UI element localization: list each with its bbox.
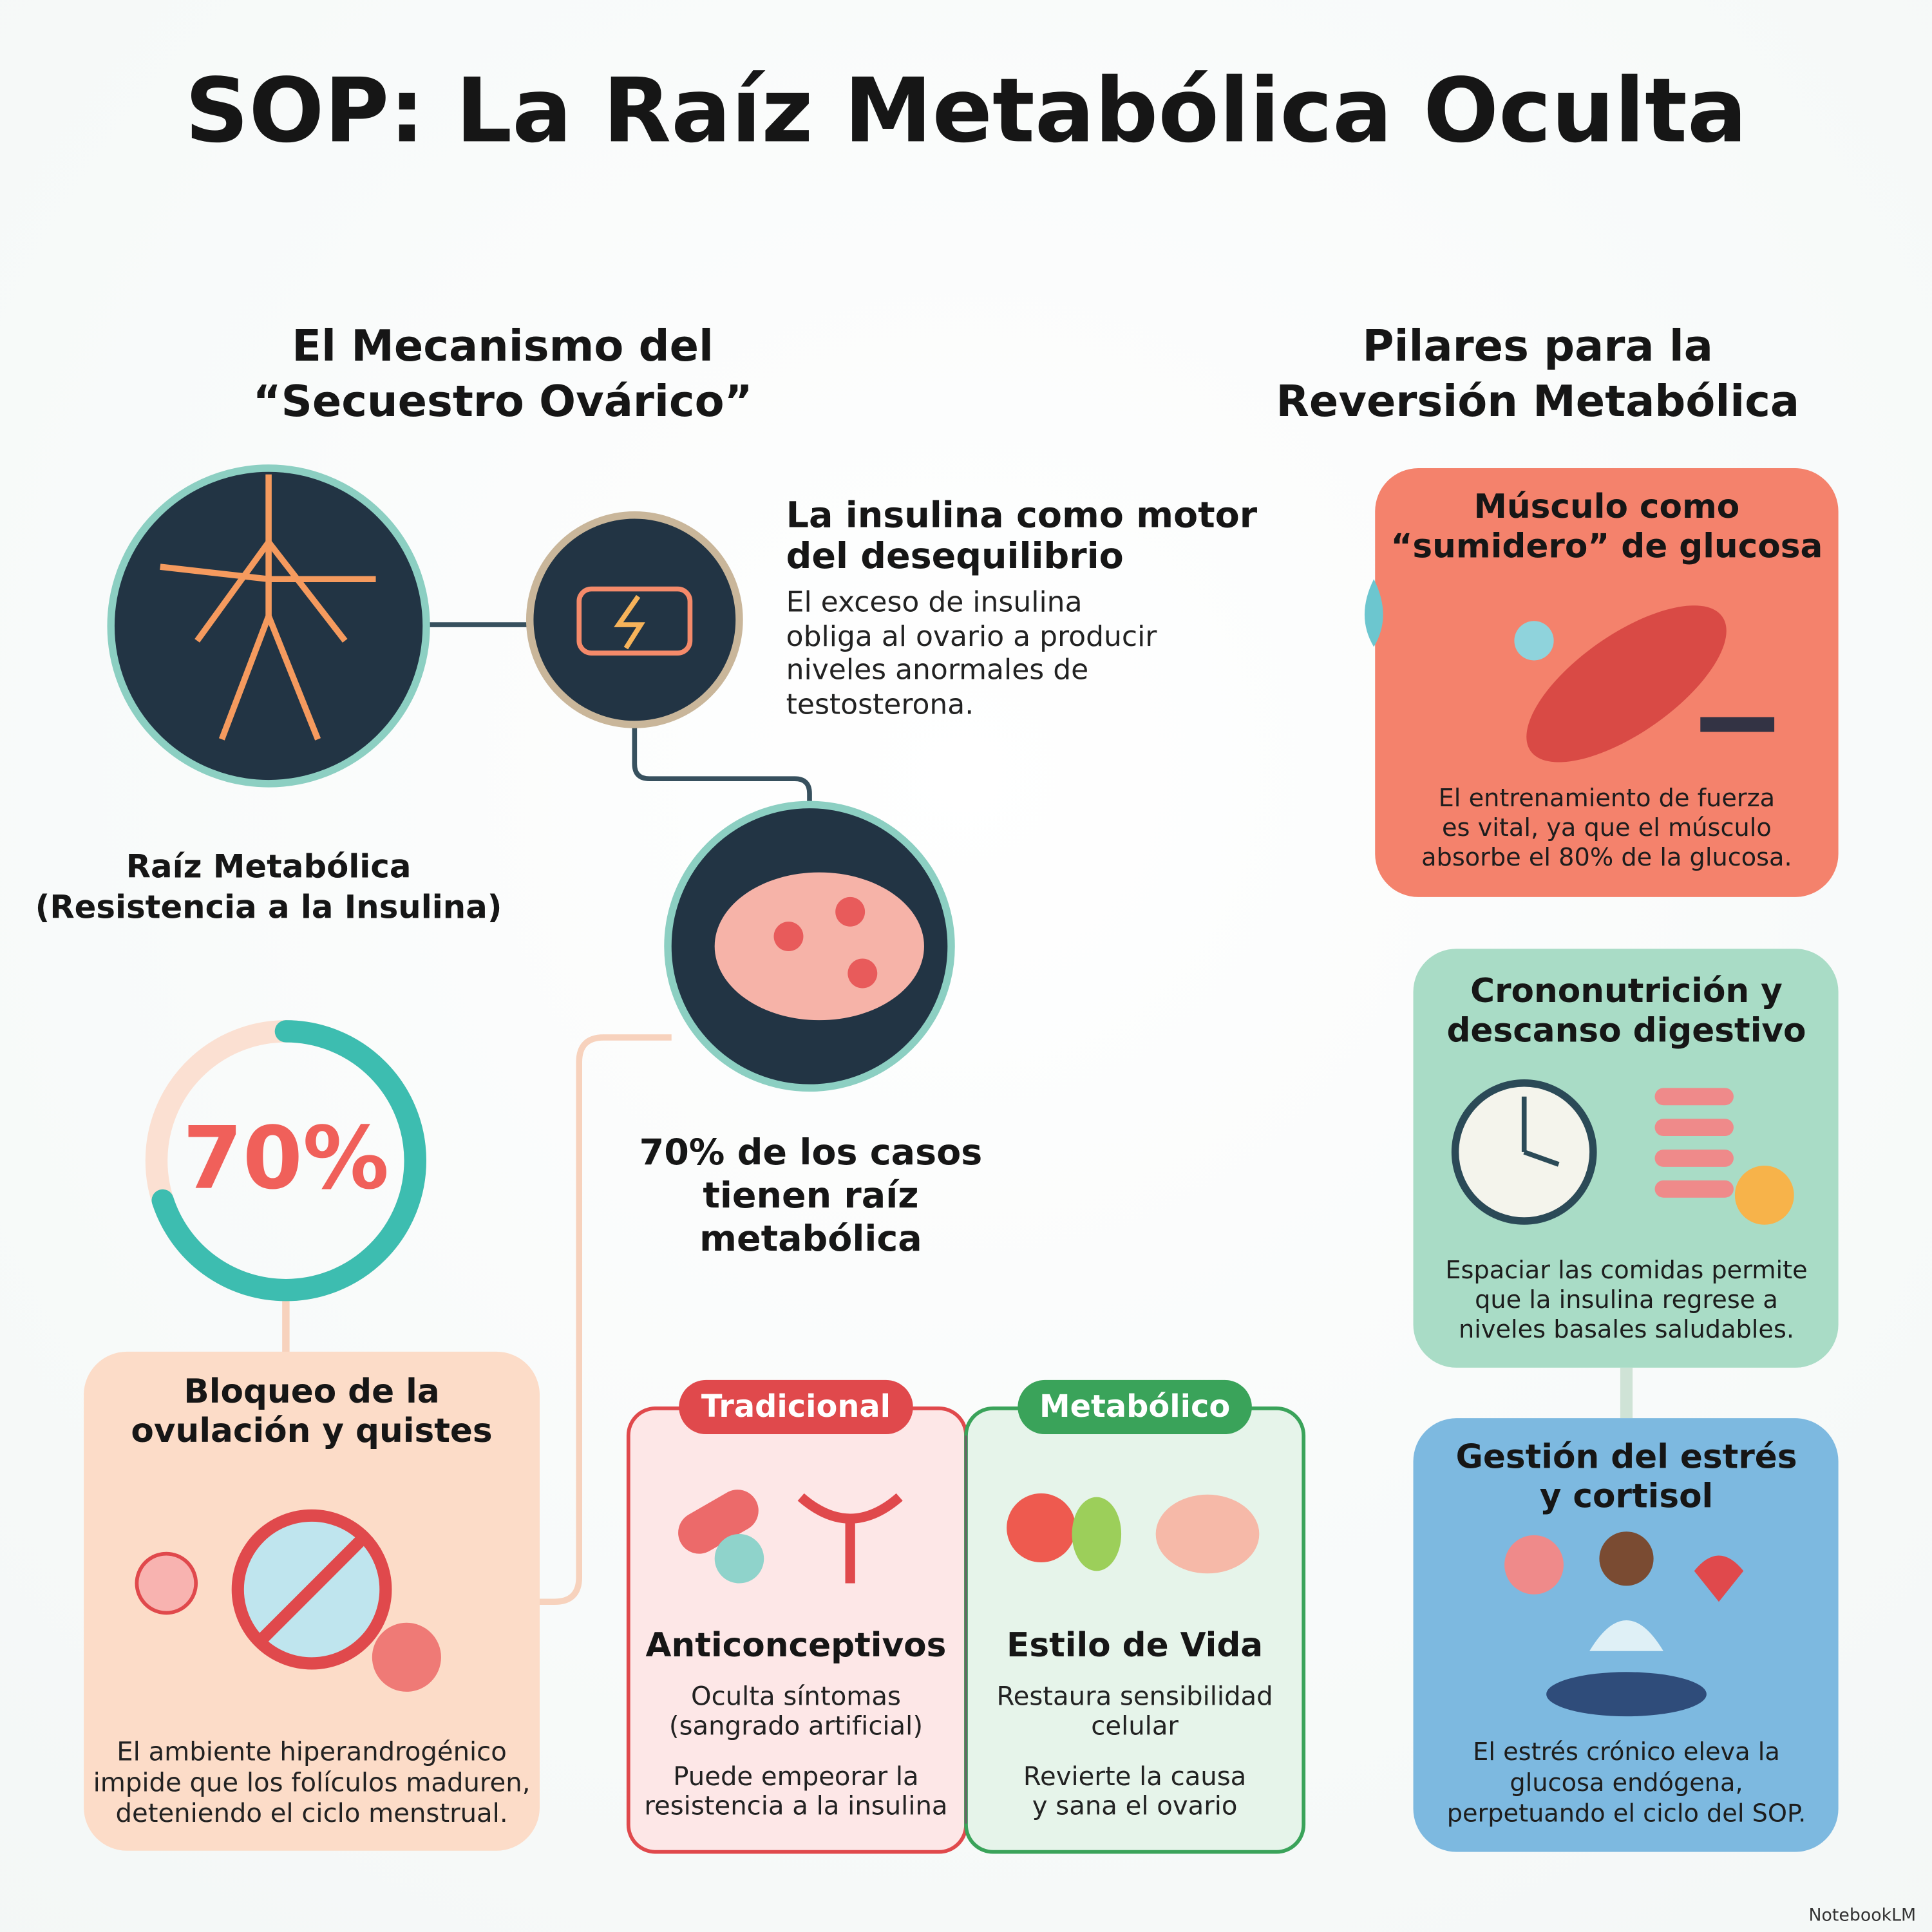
pillar-text: niveles basales saludables.: [1459, 1315, 1794, 1344]
main-title: SOP: La Raíz Metabólica Oculta: [185, 59, 1747, 162]
comparison-tag: Metabólico: [1039, 1389, 1230, 1425]
fruit-icon: [1072, 1497, 1122, 1571]
engine-shape: [576, 586, 693, 656]
cases-text: tienen raíz: [703, 1175, 918, 1217]
insulin-title: del desequilibrio: [786, 536, 1124, 577]
ring-label: 70%: [183, 1108, 390, 1209]
person-icon: [1589, 1620, 1663, 1651]
comparison-point: Oculta síntomas: [691, 1681, 901, 1711]
comparison-tag: Tradicional: [701, 1389, 891, 1425]
comparison-point: Puede empeorar la: [673, 1762, 918, 1792]
pillar-title: y cortisol: [1540, 1477, 1714, 1516]
root-label: Raíz Metabólica: [126, 848, 412, 885]
insulin-text: niveles anormales de: [786, 654, 1089, 687]
comparison-point: Restaura sensibilidad: [997, 1681, 1273, 1711]
connectors: [282, 622, 1633, 1605]
card-title: ovulación y quistes: [131, 1412, 492, 1450]
comparison-point: resistencia a la insulina: [644, 1792, 947, 1821]
pillar-card: [1413, 949, 1839, 1368]
card-text: El ambiente hiperandrogénico: [117, 1738, 507, 1767]
uterus-icon: [797, 1493, 903, 1584]
follicle: [848, 958, 878, 989]
comparison-point: celular: [1091, 1711, 1179, 1741]
section-heading: “Secuestro Ovárico”: [253, 376, 753, 426]
pillar-text: absorbe el 80% de la glucosa.: [1421, 843, 1792, 872]
card-text: impide que los folículos maduren,: [93, 1768, 531, 1797]
pillar-text: El entrenamiento de fuerza: [1439, 784, 1776, 813]
person-icon: [1599, 1531, 1654, 1586]
section-heading: Pilares para la: [1363, 321, 1713, 371]
insulin-text: El exceso de insulina: [786, 585, 1083, 618]
pause-icon: [1734, 1165, 1794, 1225]
insulin-text: testosterona.: [786, 688, 974, 721]
metabolic-tag-bg: [1018, 1379, 1252, 1435]
pillar-text: perpetuando el ciclo del SOP.: [1447, 1799, 1806, 1828]
follicle: [835, 896, 866, 927]
comparison-point: Revierte la causa: [1023, 1762, 1246, 1792]
connector: [540, 1034, 672, 1605]
insulin-title: La insulina como motor: [786, 495, 1258, 536]
ring-arc: [145, 1020, 426, 1302]
pillar-text: El estrés crónico eleva la: [1473, 1738, 1780, 1766]
gut-icon: [1654, 1088, 1734, 1198]
cases-text: 70% de los casos: [639, 1132, 983, 1173]
cases-text: metabólica: [699, 1218, 922, 1260]
ovary-icon-small: [1155, 1494, 1260, 1574]
pillar-text: es vital, ya que el músculo: [1442, 813, 1772, 842]
pillar-title: “sumidero” de glucosa: [1390, 527, 1823, 565]
ovary-shape: [714, 872, 924, 1021]
engine-icon: [526, 511, 743, 728]
comparison-title: Estilo de Vida: [1007, 1626, 1263, 1665]
comparison-point: y sana el ovario: [1032, 1792, 1238, 1821]
brand: NotebookLM: [1809, 1906, 1917, 1926]
brain-icon: [1504, 1535, 1564, 1595]
pillar-title: descanso digestivo: [1446, 1011, 1806, 1050]
muscle-icon: [1526, 605, 1727, 762]
fruit-icon: [1007, 1493, 1076, 1563]
drop-icon: [1364, 579, 1383, 647]
follicle-icon: [135, 1551, 198, 1615]
glucose-icon: [1514, 621, 1554, 661]
cyst-icon: [372, 1622, 441, 1692]
clock-hands: [1521, 1096, 1560, 1167]
traditional-tag-bg: [679, 1379, 913, 1435]
comparison-point: (sangrado artificial): [669, 1711, 923, 1741]
pill-icon: [678, 1490, 759, 1554]
root-branches: [160, 474, 376, 741]
follicle: [773, 922, 804, 952]
card-text: deteniendo el ciclo menstrual.: [116, 1799, 508, 1828]
pillar-text: glucosa endógena,: [1510, 1768, 1743, 1797]
dumbbell-icon: [1700, 717, 1775, 732]
engine-bolt: [614, 594, 645, 650]
pillar-text: que la insulina regrese a: [1475, 1285, 1778, 1314]
person-icon: [1546, 1672, 1707, 1717]
connector: [632, 726, 812, 813]
heart-icon: [1694, 1555, 1744, 1602]
root-label: (Resistencia a la Insulina): [35, 888, 502, 925]
insulin-text: obliga al ovario a producir: [786, 620, 1158, 653]
pillar-title: Crononutrición y: [1470, 972, 1783, 1010]
pillar-title: Músculo como: [1473, 488, 1739, 526]
pillar-title: Gestión del estrés: [1455, 1437, 1797, 1476]
root-icon: [107, 464, 430, 788]
pill-icon: [714, 1534, 764, 1584]
section-heading: Reversión Metabólica: [1276, 376, 1799, 426]
card-title: Bloqueo de la: [184, 1372, 439, 1411]
section-heading: El Mecanismo del: [292, 321, 714, 371]
pillar-text: Espaciar las comidas permite: [1445, 1256, 1807, 1285]
comparison-title: Anticonceptivos: [646, 1626, 947, 1665]
blocked-icon: [256, 1534, 367, 1645]
